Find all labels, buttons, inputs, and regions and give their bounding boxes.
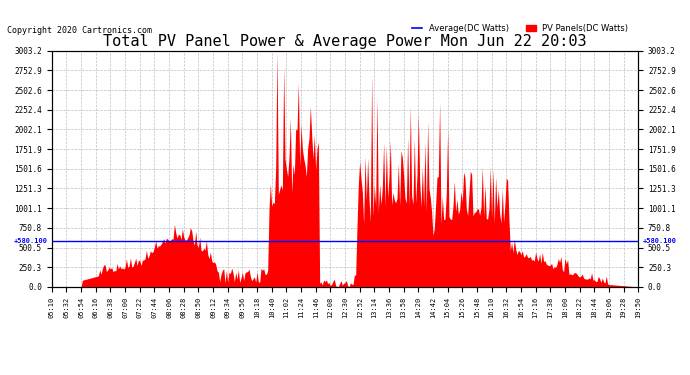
Text: Copyright 2020 Cartronics.com: Copyright 2020 Cartronics.com (7, 26, 152, 35)
Title: Total PV Panel Power & Average Power Mon Jun 22 20:03: Total PV Panel Power & Average Power Mon… (104, 34, 586, 50)
Text: +580.100: +580.100 (14, 238, 48, 244)
Text: +580.100: +580.100 (642, 238, 676, 244)
Legend: Average(DC Watts), PV Panels(DC Watts): Average(DC Watts), PV Panels(DC Watts) (412, 24, 628, 33)
